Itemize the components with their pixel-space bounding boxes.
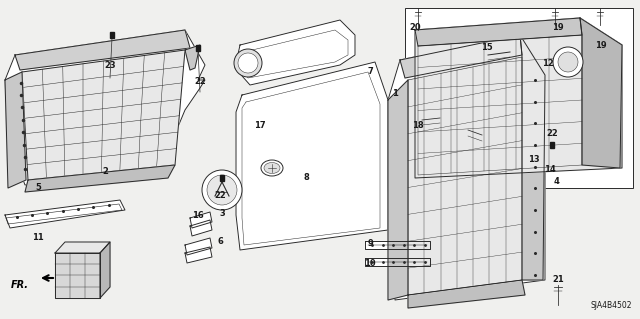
Circle shape	[553, 47, 583, 77]
Text: 7: 7	[367, 66, 373, 76]
Polygon shape	[15, 30, 190, 70]
Polygon shape	[190, 220, 212, 236]
Polygon shape	[22, 50, 185, 180]
Text: 19: 19	[595, 41, 607, 50]
Text: 14: 14	[544, 166, 556, 174]
Polygon shape	[580, 18, 622, 168]
Polygon shape	[415, 18, 582, 46]
Text: 19: 19	[552, 24, 564, 33]
Polygon shape	[55, 253, 100, 298]
Polygon shape	[185, 238, 212, 255]
Text: 12: 12	[542, 60, 554, 69]
Text: 22: 22	[546, 129, 558, 137]
Text: 5: 5	[35, 183, 41, 192]
Polygon shape	[365, 258, 430, 266]
Bar	[196, 45, 200, 51]
Circle shape	[234, 49, 262, 77]
Polygon shape	[400, 35, 522, 78]
Polygon shape	[520, 35, 545, 280]
Polygon shape	[190, 212, 212, 228]
Polygon shape	[365, 241, 430, 249]
Polygon shape	[100, 242, 110, 298]
Circle shape	[202, 170, 242, 210]
Text: 22: 22	[194, 78, 206, 86]
Bar	[550, 142, 554, 148]
Polygon shape	[408, 57, 522, 295]
Text: 3: 3	[219, 209, 225, 218]
Polygon shape	[25, 165, 175, 192]
Polygon shape	[388, 35, 545, 300]
Text: 18: 18	[412, 122, 424, 130]
Polygon shape	[5, 200, 125, 228]
Ellipse shape	[261, 160, 283, 176]
Text: SJA4B4502: SJA4B4502	[591, 301, 632, 310]
Text: 11: 11	[32, 233, 44, 241]
Text: 2: 2	[102, 167, 108, 176]
Polygon shape	[415, 18, 622, 178]
Polygon shape	[235, 20, 355, 85]
Text: 13: 13	[528, 154, 540, 164]
Polygon shape	[185, 247, 212, 263]
Text: 20: 20	[409, 24, 421, 33]
Circle shape	[558, 52, 578, 72]
Ellipse shape	[264, 162, 280, 174]
Circle shape	[207, 175, 237, 205]
Polygon shape	[5, 72, 26, 188]
Text: 15: 15	[481, 43, 493, 53]
Text: 23: 23	[104, 61, 116, 70]
Text: 10: 10	[364, 258, 376, 268]
Text: 8: 8	[303, 173, 309, 182]
Polygon shape	[236, 62, 388, 250]
Text: 16: 16	[192, 211, 204, 219]
Circle shape	[238, 53, 258, 73]
Polygon shape	[185, 45, 200, 70]
Bar	[405, 8, 633, 188]
Polygon shape	[408, 280, 525, 308]
Text: 21: 21	[552, 276, 564, 285]
Text: 6: 6	[217, 236, 223, 246]
Polygon shape	[5, 30, 205, 185]
Polygon shape	[55, 242, 110, 253]
Text: 9: 9	[367, 239, 373, 248]
Text: 22: 22	[214, 190, 226, 199]
Text: FR.: FR.	[11, 280, 29, 290]
Text: 4: 4	[553, 177, 559, 187]
Bar	[220, 175, 224, 181]
Bar	[110, 32, 114, 38]
Text: 17: 17	[254, 121, 266, 130]
Text: 1: 1	[392, 88, 398, 98]
Polygon shape	[388, 80, 408, 300]
